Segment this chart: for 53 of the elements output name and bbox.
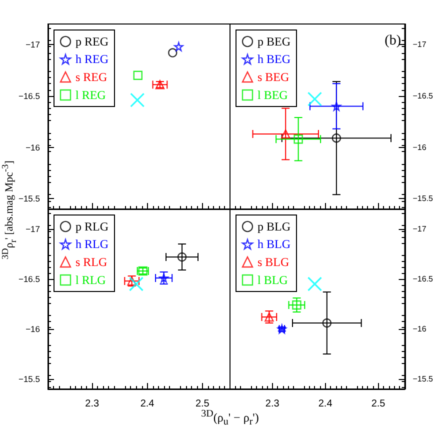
- legend-label: p BLG: [258, 220, 291, 234]
- y-tick-label: −16.5: [412, 91, 434, 100]
- legend-label: h BEG: [258, 52, 291, 66]
- x-tick-label: 2.3: [85, 398, 100, 410]
- point: [128, 276, 144, 292]
- point: [294, 134, 303, 144]
- legend-label: s BLG: [258, 254, 290, 269]
- x-tick-label: 2.3: [265, 398, 280, 410]
- point: [307, 276, 322, 292]
- legend-label: s BEG: [258, 70, 290, 84]
- y-tick-label: −16: [412, 324, 427, 334]
- point: [292, 300, 302, 310]
- x-tick-label: 2.5: [371, 398, 386, 410]
- y-tick-label: −16.5: [412, 274, 434, 284]
- y-tick-label: −15.5: [412, 374, 434, 384]
- point: [133, 70, 142, 80]
- legend-label: p REG: [76, 34, 109, 48]
- legend-label: h BLG: [258, 237, 291, 252]
- y-tick-label: −16.5: [18, 90, 40, 101]
- x-tick-label: 2.4: [140, 398, 155, 410]
- y-tick-label: −16: [26, 142, 40, 152]
- point: [332, 102, 342, 111]
- y-tick-label: −16: [26, 324, 40, 334]
- y-tick-label: −15.5: [412, 194, 434, 204]
- y-tick-label: −17: [26, 40, 40, 50]
- point: [130, 92, 145, 108]
- point: [177, 252, 187, 262]
- y-tick-label: −17: [26, 224, 40, 234]
- y-tick-label: −16: [412, 142, 427, 152]
- legend-label: p BEG: [258, 34, 291, 48]
- legend-label: l BEG: [258, 88, 288, 102]
- x-tick-label: 2.5: [195, 398, 210, 410]
- y-tick-label: −15.5: [18, 374, 40, 384]
- legend-label: h RLG: [76, 237, 109, 252]
- legend-label: h REG: [76, 52, 109, 66]
- y-tick-label: −16.5: [18, 274, 40, 284]
- legend-label: l REG: [76, 88, 106, 102]
- y-tick-label: −15.5: [18, 194, 40, 204]
- y-tick-label: −17: [412, 40, 427, 50]
- legend-label: l RLG: [76, 272, 106, 287]
- annotation: (b): [384, 34, 402, 48]
- x-tick-label: 2.4: [318, 398, 333, 410]
- point: [332, 133, 342, 143]
- point: [168, 48, 178, 58]
- x-axis-title: $^{3D}$(ρ$_{u}$' − ρ$_{r}$'): [201, 408, 259, 428]
- legend-label: s REG: [76, 70, 108, 84]
- point: [281, 129, 290, 139]
- legend-label: s RLG: [76, 254, 108, 269]
- legend-label: p RLG: [76, 220, 109, 234]
- point: [322, 318, 332, 328]
- point: [307, 92, 322, 106]
- legend-label: l BLG: [258, 272, 288, 287]
- y-tick-label: −17: [412, 224, 427, 234]
